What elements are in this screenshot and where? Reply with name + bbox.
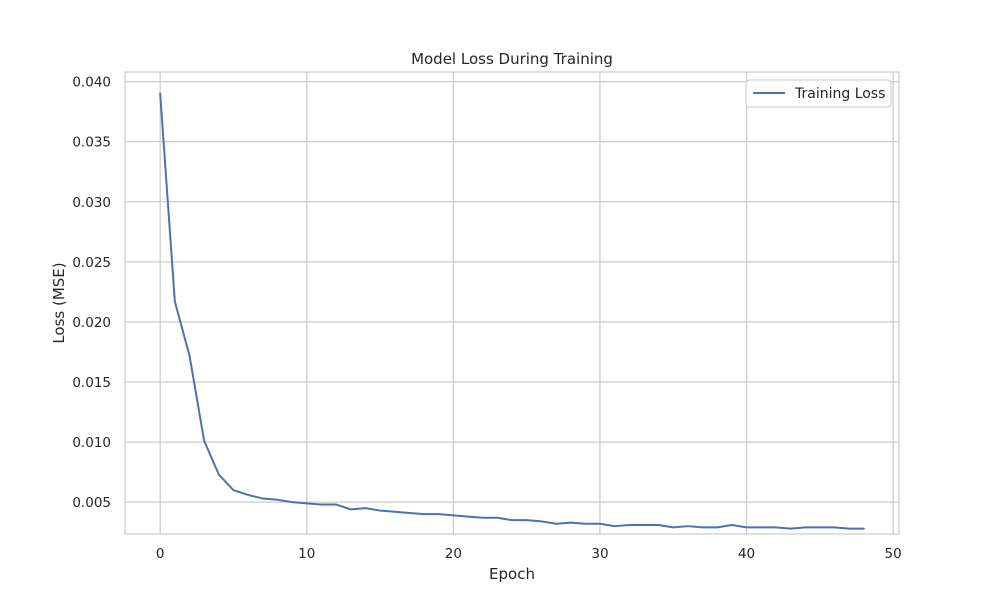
y-tick-label: 0.030: [72, 195, 111, 211]
y-tick-label: 0.025: [72, 255, 111, 271]
y-tick-label: 0.005: [72, 495, 111, 511]
y-tick-label: 0.035: [72, 135, 111, 151]
y-axis-label: Loss (MSE): [50, 262, 68, 343]
x-tick-label: 20: [445, 546, 462, 562]
y-tick-label: 0.010: [72, 435, 111, 451]
grid-lines: [125, 72, 899, 534]
y-tick-label: 0.020: [72, 315, 111, 331]
legend-label: Training Loss: [794, 86, 885, 102]
x-tick-label: 30: [591, 546, 608, 562]
plot-frame: [124, 71, 900, 535]
y-tick-label: 0.015: [72, 375, 111, 391]
y-tick-label: 0.040: [72, 75, 111, 91]
plot-area: [125, 72, 899, 534]
chart-title: Model Loss During Training: [411, 50, 613, 68]
x-tick-label: 40: [738, 546, 755, 562]
legend: Training Loss: [745, 79, 892, 108]
x-tick-label: 10: [298, 546, 315, 562]
series-line-training-loss: [159, 92, 865, 530]
x-tick-label: 50: [885, 546, 902, 562]
x-axis-label: Epoch: [489, 565, 535, 583]
x-tick-label: 0: [156, 546, 165, 562]
legend-box: [745, 79, 892, 108]
